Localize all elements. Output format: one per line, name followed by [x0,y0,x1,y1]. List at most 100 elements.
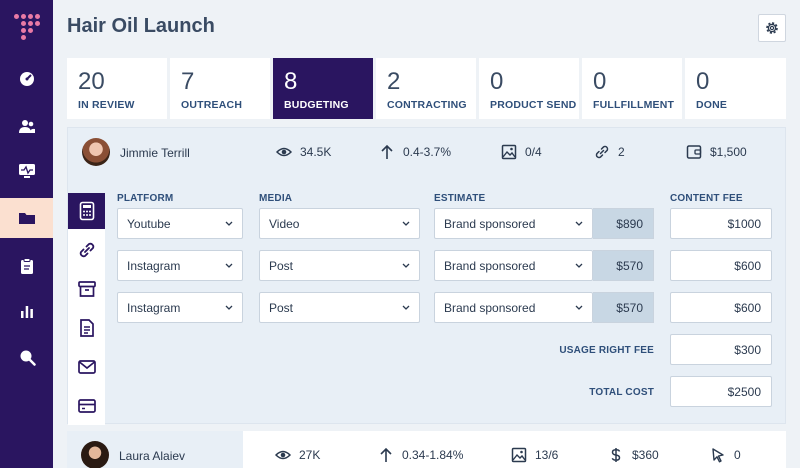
media-select[interactable]: Post [259,292,420,323]
engagement-value: 0.4-3.7% [403,145,452,159]
tab-archive[interactable] [68,271,105,307]
posts-stat: 13/6 [511,447,558,463]
platform-select[interactable]: Instagram [117,292,243,323]
estimate-select[interactable]: Brand sponsored [434,250,593,281]
stage-label: BUDGETING [284,99,349,111]
archive-icon [77,281,96,297]
posts-stat: 0/4 [501,144,542,160]
tab-product-send[interactable]: 0 PRODUCT SEND [479,58,579,119]
image-icon [511,447,527,463]
search-icon [20,350,36,366]
tab-in-review[interactable]: 20 IN REVIEW [67,58,167,119]
nav-folder[interactable] [0,198,53,238]
tab-done[interactable]: 0 DONE [685,58,786,119]
chevron-down-icon [402,263,410,268]
engagement-stat: 0.34-1.84% [378,447,463,463]
dot-grid-logo[interactable] [12,12,42,42]
tab-payment[interactable] [68,388,105,424]
creator-card[interactable]: Laura Alaiev 27K 0.34-1.84% 13/6 $360 0 [67,431,786,468]
stage-count: 0 [490,68,504,95]
total-cost-label: TOTAL COST [589,387,654,398]
media-value: Video [269,216,300,231]
stage-count: 0 [696,68,710,95]
content-fee-input[interactable]: $600 [670,292,772,323]
views-value: 34.5K [300,145,332,159]
estimate-type-value: Brand sponsored [444,216,536,231]
stage-count: 2 [387,68,401,95]
platform-select[interactable]: Instagram [117,250,243,281]
folder-icon [18,213,35,224]
tab-budgeting[interactable]: 8 BUDGETING [273,58,373,119]
platform-value: Instagram [127,258,181,273]
chevron-down-icon [225,263,233,268]
media-select[interactable]: Video [259,208,420,239]
link-icon [595,145,609,159]
budget-value: $1,500 [710,145,747,159]
platform-select[interactable]: Youtube [117,208,243,239]
tab-outreach[interactable]: 7 OUTREACH [170,58,270,119]
link-icon [79,242,94,258]
dollar-icon [611,448,621,462]
stage-label: IN REVIEW [78,99,135,111]
platform-value: Youtube [127,216,171,231]
content-fee-column-header: CONTENT FEE [670,193,743,204]
users-icon [18,120,35,133]
tab-contracting[interactable]: 2 CONTRACTING [376,58,476,119]
eye-icon [276,147,292,157]
stage-label: PRODUCT SEND [490,99,577,111]
avatar [82,138,110,166]
content-fee-input[interactable]: $600 [670,250,772,281]
document-icon [79,319,94,337]
platform-value: Instagram [127,300,181,315]
views-value: 27K [299,448,321,462]
clicks-value: 0 [734,448,741,462]
links-stat: 2 [594,144,625,160]
tab-mail[interactable] [68,349,105,385]
budget-stat: $1,500 [686,144,747,160]
chevron-down-icon [402,221,410,226]
clicks-stat: 0 [710,447,741,463]
usage-right-fee-input[interactable]: $300 [670,334,772,365]
tab-documents[interactable] [68,310,105,346]
wallet-icon [686,145,702,159]
stage-label: FULLFILLMENT [593,99,675,111]
tab-fullfillment[interactable]: 0 FULLFILLMENT [582,58,682,119]
detail-tab-bar [68,193,105,425]
views-stat: 27K [275,447,320,463]
stage-label: DONE [696,99,728,111]
engagement-stat: 0.4-3.7% [379,144,451,160]
chevron-down-icon [225,221,233,226]
chevron-down-icon [575,221,583,226]
estimate-price: $570 [593,292,654,323]
estimate-select[interactable]: Brand sponsored [434,292,593,323]
monitor-icon [18,164,35,178]
settings-button[interactable] [758,14,786,42]
bar-chart-icon [20,306,33,318]
media-select[interactable]: Post [259,250,420,281]
eye-icon [275,450,291,460]
creator-name[interactable]: Jimmie Terrill [120,146,190,160]
nav-analytics[interactable] [0,291,53,331]
usage-right-fee-label: USAGE RIGHT FEE [559,345,654,356]
estimate-select[interactable]: Brand sponsored [434,208,593,239]
estimate-type-value: Brand sponsored [444,258,536,273]
budget-stat: $360 [608,447,659,463]
creator-name[interactable]: Laura Alaiev [119,449,186,463]
stage-count: 8 [284,68,298,95]
content-fee-input[interactable]: $1000 [670,208,772,239]
avatar [81,441,109,468]
estimate-price: $890 [593,208,654,239]
nav-dashboard[interactable] [0,58,53,98]
nav-monitor[interactable] [0,151,53,191]
cursor-icon [712,448,724,463]
tab-links[interactable] [68,232,105,268]
stage-count: 7 [181,68,195,95]
nav-clipboard[interactable] [0,246,53,286]
chevron-down-icon [225,305,233,310]
tab-budget-calculator[interactable] [68,193,105,229]
nav-search[interactable] [0,337,53,377]
budget-value: $360 [632,448,659,462]
media-value: Post [269,300,294,315]
nav-users[interactable] [0,106,53,146]
stage-count: 20 [78,68,105,95]
